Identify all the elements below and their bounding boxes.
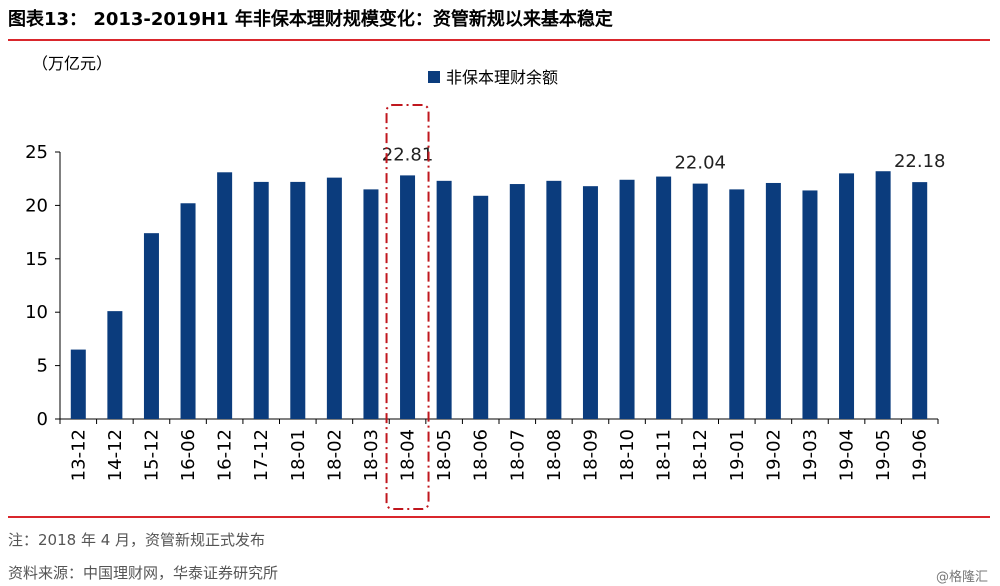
x-tick-label: 18-11	[654, 429, 675, 481]
data-label-19-06: 22.18	[894, 151, 946, 172]
y-tick-label: 0	[37, 409, 48, 430]
y-tick-label: 20	[25, 195, 48, 216]
x-tick-label: 18-03	[361, 429, 382, 481]
bar-18-11	[656, 176, 672, 419]
bar-19-06	[912, 182, 928, 419]
y-tick-label: 25	[25, 142, 48, 163]
x-tick-label: 19-02	[763, 429, 784, 481]
x-tick-label: 18-04	[398, 429, 419, 481]
footer-rule	[8, 516, 990, 518]
x-tick-label: 18-02	[324, 429, 345, 481]
x-tick-label: 16-06	[178, 429, 199, 481]
chart-legend: 非保本理财余额	[428, 68, 558, 87]
unit-label: （万亿元）	[32, 54, 113, 73]
bar-18-07	[509, 184, 525, 419]
bar-18-03	[363, 189, 379, 419]
x-tick-label: 19-05	[873, 429, 894, 481]
x-tick-label: 18-05	[434, 429, 455, 481]
bar-16-06	[180, 203, 196, 419]
footnote: 注：2018 年 4 月，资管新规正式发布	[8, 531, 266, 549]
legend-label: 非保本理财余额	[446, 68, 558, 87]
bar-18-05	[436, 180, 452, 419]
chart-labels: 13-12 14-12 15-12 16-06 16-12 17-12 18-01 18-02…	[68, 104, 946, 510]
x-tick-label: 18-06	[471, 429, 492, 481]
x-tick-label: 18-12	[690, 429, 711, 481]
watermark: @格隆汇	[935, 570, 988, 585]
title-rule	[8, 39, 990, 41]
x-tick-label: 19-06	[910, 429, 931, 481]
bar-14-12	[107, 311, 123, 419]
bar-13-12	[70, 349, 86, 419]
x-tick-label: 18-01	[288, 429, 309, 481]
bar-16-12	[217, 172, 233, 419]
bar-18-09	[582, 186, 598, 419]
chart-bars	[70, 171, 928, 419]
x-tick-label: 16-12	[215, 429, 236, 481]
x-tick-label: 13-12	[68, 429, 89, 481]
x-tick-label: 19-04	[837, 429, 858, 481]
data-label-18-12: 22.04	[674, 153, 726, 174]
bar-19-01	[729, 189, 745, 419]
bar-18-12	[692, 183, 708, 419]
x-tick-label: 18-08	[544, 429, 565, 481]
x-tick-label: 18-10	[617, 429, 638, 481]
x-tick-label: 17-12	[251, 429, 272, 481]
x-tick-label: 19-03	[800, 429, 821, 481]
y-tick-label: 15	[25, 249, 48, 270]
bar-18-02	[326, 177, 342, 419]
bar-19-04	[839, 173, 855, 419]
bar-18-10	[619, 179, 635, 419]
legend-swatch	[428, 71, 440, 83]
bar-18-08	[546, 180, 562, 419]
page-title: 图表13： 2013-2019H1 年非保本理财规模变化：资管新规以来基本稳定	[8, 9, 613, 30]
bar-18-06	[473, 195, 489, 419]
bar-17-12	[253, 181, 269, 419]
highlight-box	[385, 104, 430, 510]
x-tick-label: 19-01	[727, 429, 748, 481]
data-label-18-04: 22.81	[382, 144, 434, 165]
bar-19-02	[765, 182, 781, 419]
chart-axes: 0 5 10 15 20 25	[25, 142, 939, 430]
x-tick-label: 14-12	[105, 429, 126, 481]
x-tick-label: 18-07	[507, 429, 528, 481]
bar-18-04	[400, 175, 416, 419]
bar-18-01	[290, 181, 306, 419]
bar-15-12	[143, 233, 159, 419]
x-tick-label: 15-12	[141, 429, 162, 481]
x-tick-label: 18-09	[580, 429, 601, 481]
y-tick-label: 10	[25, 302, 48, 323]
source-note: 资料来源：中国理财网，华泰证券研究所	[8, 564, 279, 582]
y-tick-label: 5	[37, 356, 48, 377]
bar-19-05	[875, 171, 891, 419]
bar-19-03	[802, 190, 818, 419]
